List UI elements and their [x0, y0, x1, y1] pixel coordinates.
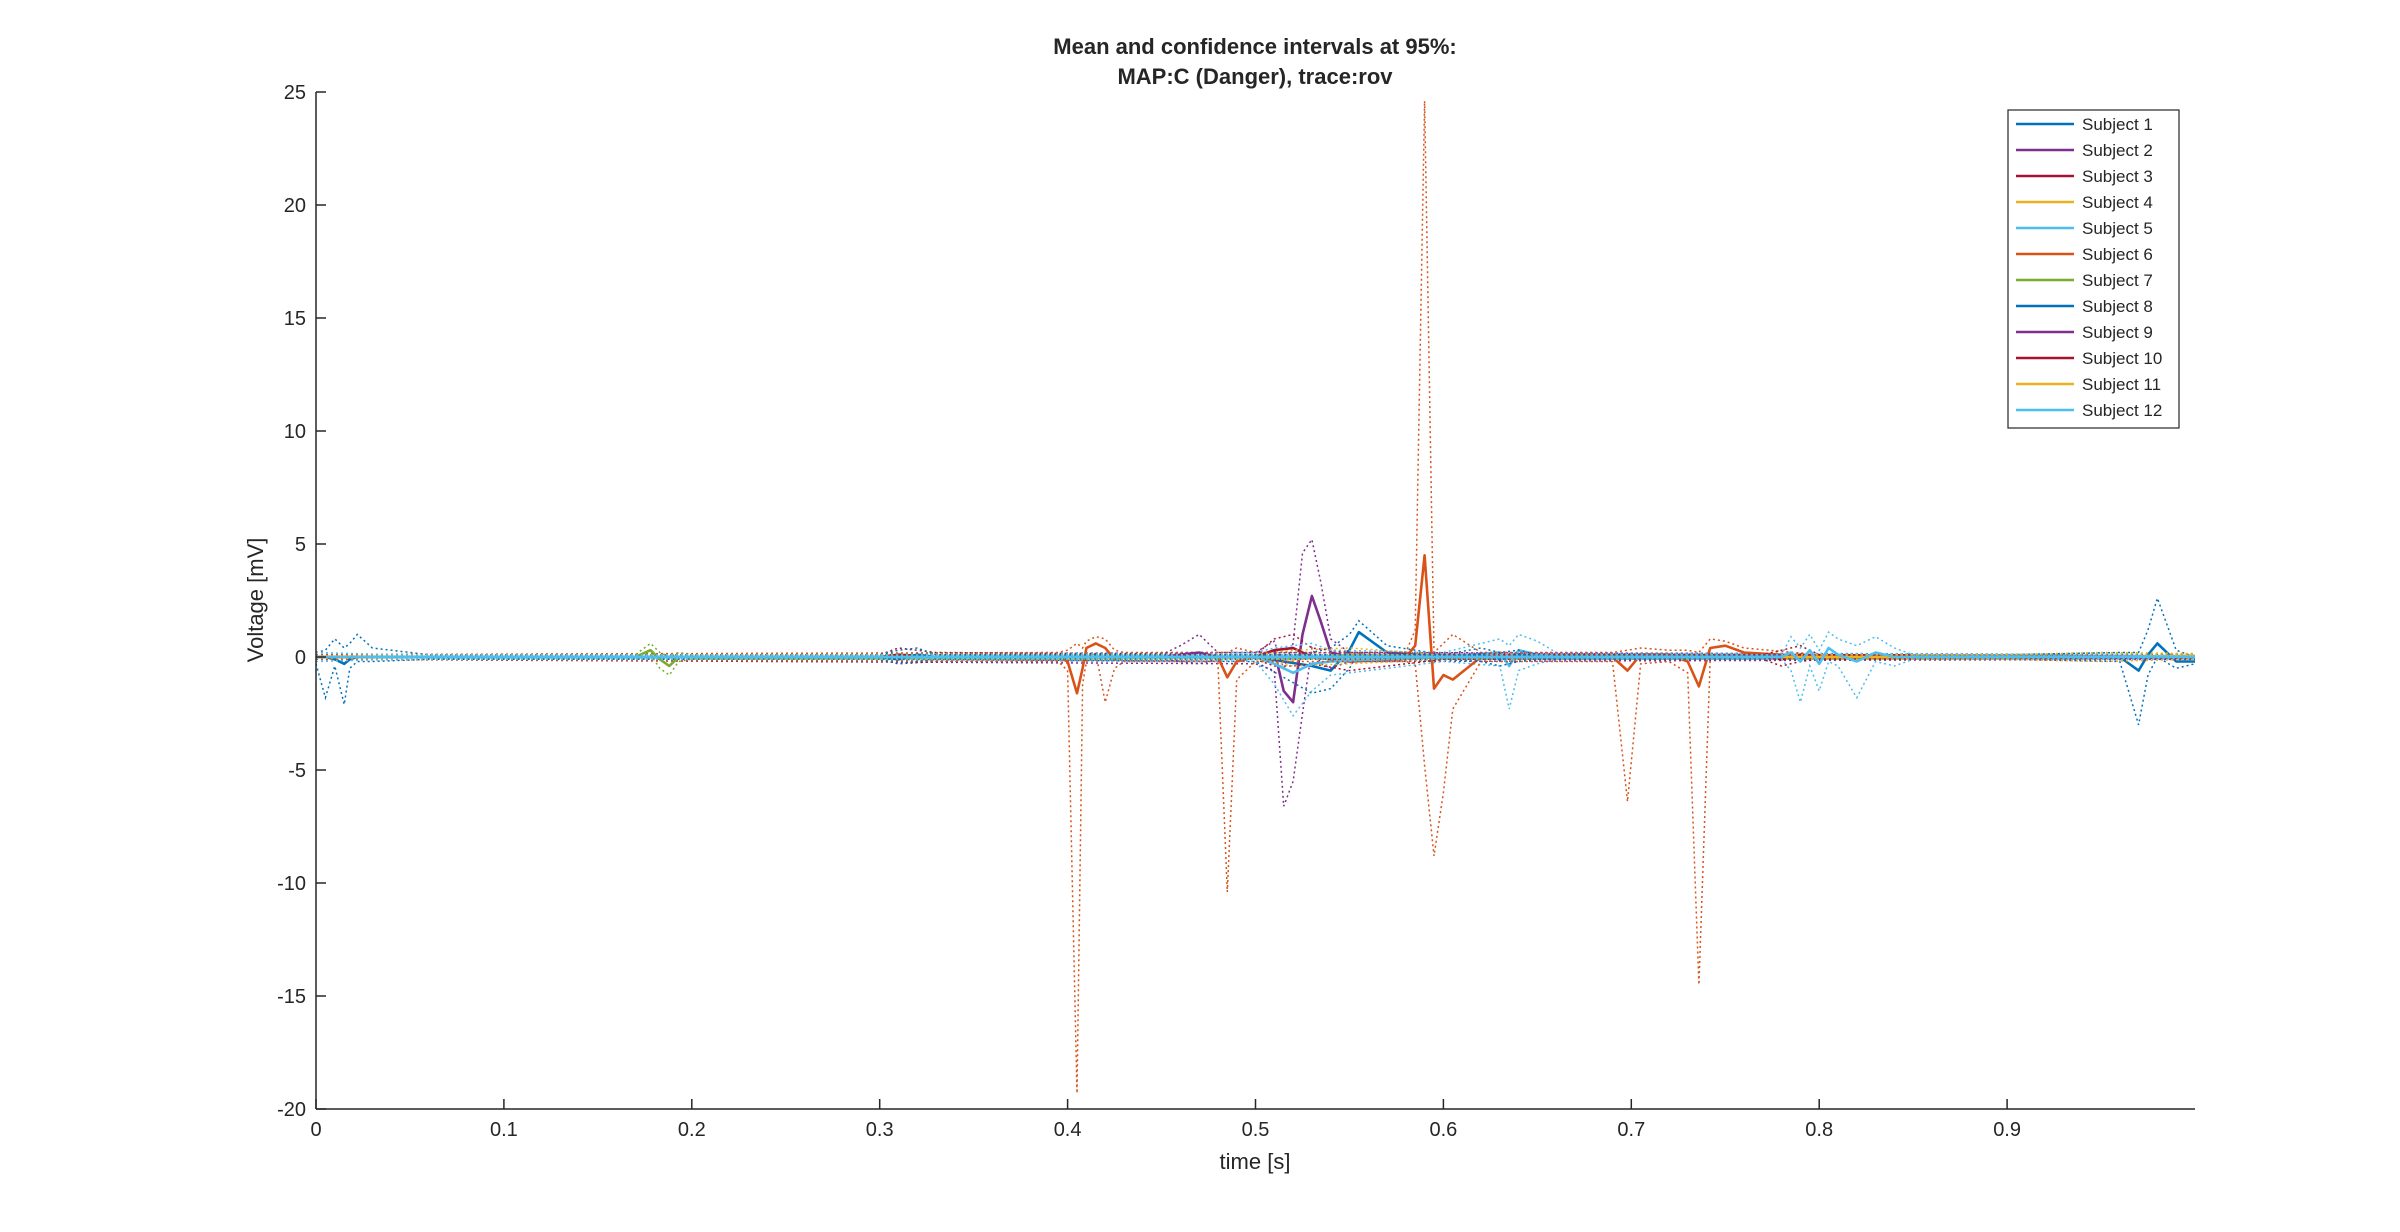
legend-item[interactable]: Subject 5 [2016, 219, 2153, 238]
chart-subtitle: MAP:C (Danger), trace:rov [1117, 64, 1393, 89]
x-ticks: 0 0.1 0.2 0.3 0.4 0.5 0.6 0.7 0.8 0.9 [310, 1099, 2021, 1141]
y-tick-label: 0 [295, 647, 306, 669]
x-tick-label: 0.2 [678, 1119, 706, 1141]
legend-label: Subject 11 [2082, 375, 2161, 394]
series-8-lower-bound [315, 657, 2196, 667]
series-12-upper-bound [315, 630, 2196, 657]
y-tick-label: -15 [277, 986, 306, 1008]
y-tick-label: 10 [284, 421, 306, 443]
y-tick-label: 5 [295, 534, 306, 556]
legend-label: Subject 9 [2082, 323, 2153, 342]
series-6-upper-bound [315, 100, 2196, 657]
x-tick-label: 0.4 [1054, 1119, 1082, 1141]
legend-label: Subject 4 [2082, 193, 2153, 212]
axes: 0 0.1 0.2 0.3 0.4 0.5 0.6 0.7 0.8 0.9 -20 -15 -10 -5… [277, 82, 2195, 1141]
legend-item[interactable]: Subject 2 [2016, 141, 2153, 160]
series-6-lower-bound [315, 651, 2196, 1094]
legend[interactable]: Subject 1 Subject 2 Subject 3 Subject 4 Subj… [2007, 109, 2180, 429]
series-12-lower-bound [315, 657, 2196, 705]
legend-label: Subject 3 [2082, 167, 2153, 186]
y-axis-label: Voltage [mV] [243, 538, 268, 663]
x-tick-label: 0.1 [490, 1119, 518, 1141]
x-axis-label: time [s] [1220, 1149, 1291, 1174]
legend-item[interactable]: Subject 11 [2016, 375, 2161, 394]
y-ticks: -20 -15 -10 -5 0 5 10 15 20 25 [277, 82, 326, 1121]
legend-label: Subject 12 [2082, 401, 2162, 420]
legend-label: Subject 8 [2082, 297, 2153, 316]
plot-area [315, 100, 2196, 1094]
series-2-lower-bound [315, 645, 2196, 807]
series-group-6 [315, 100, 2196, 1094]
legend-item[interactable]: Subject 12 [2016, 401, 2162, 420]
y-tick-label: 15 [284, 308, 306, 330]
legend-label: Subject 2 [2082, 141, 2153, 160]
legend-item[interactable]: Subject 10 [2016, 349, 2162, 368]
y-tick-label: 20 [284, 195, 306, 217]
y-tick-label: -5 [288, 760, 306, 782]
series-5-lower-bound [315, 658, 2195, 718]
x-tick-label: 0.9 [1993, 1119, 2021, 1141]
y-tick-label: -10 [277, 873, 306, 895]
legend-label: Subject 7 [2082, 271, 2153, 290]
legend-item[interactable]: Subject 7 [2016, 271, 2153, 290]
x-tick-label: 0.7 [1617, 1119, 1645, 1141]
legend-label: Subject 1 [2082, 115, 2153, 134]
series-7-lower-bound [315, 653, 2196, 677]
legend-label: Subject 10 [2082, 349, 2162, 368]
y-tick-label: -20 [277, 1099, 306, 1121]
series-6-mean-line [316, 553, 2195, 695]
series-3-upper-bound [315, 633, 2196, 657]
legend-label: Subject 5 [2082, 219, 2153, 238]
series-7-upper-bound [315, 642, 2196, 658]
legend-item[interactable]: Subject 6 [2016, 245, 2153, 264]
legend-label: Subject 6 [2082, 245, 2153, 264]
x-tick-label: 0.6 [1429, 1119, 1457, 1141]
x-tick-label: 0.8 [1805, 1119, 1833, 1141]
legend-item[interactable]: Subject 4 [2016, 193, 2153, 212]
series-8-upper-bound [315, 647, 2196, 657]
legend-item[interactable]: Subject 9 [2016, 323, 2153, 342]
series-12-mean-line [316, 646, 2195, 666]
legend-item[interactable]: Subject 8 [2016, 297, 2153, 316]
x-tick-label: 0.3 [866, 1119, 894, 1141]
legend-box [2007, 109, 2180, 429]
series-group-12 [315, 630, 2196, 705]
legend-item[interactable]: Subject 3 [2016, 167, 2153, 186]
chart-title: Mean and confidence intervals at 95%: [1053, 34, 1456, 59]
legend-item[interactable]: Subject 1 [2016, 115, 2153, 134]
y-tick-label: 25 [284, 82, 306, 104]
x-tick-label: 0 [310, 1119, 321, 1141]
legend-items: Subject 1 Subject 2 Subject 3 Subject 4 Subj… [2016, 115, 2162, 420]
x-tick-label: 0.5 [1242, 1119, 1270, 1141]
series-9-lower-bound [315, 657, 2196, 665]
series-1-lower-bound [315, 651, 2196, 726]
series-layer [315, 100, 2196, 1094]
